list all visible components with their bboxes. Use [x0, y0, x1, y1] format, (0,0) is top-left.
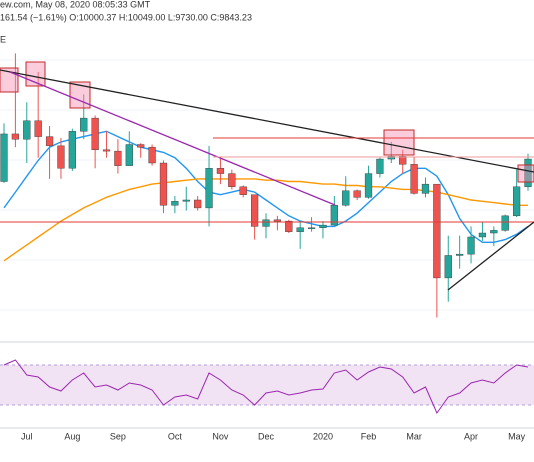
candle-body — [399, 156, 407, 165]
candle-body — [273, 219, 282, 222]
candle-body — [159, 162, 168, 206]
candle-body — [478, 232, 487, 238]
candle-body — [34, 120, 42, 137]
candle-body — [114, 150, 122, 166]
candle-body — [182, 199, 190, 202]
candle-body — [307, 227, 316, 229]
candle-body — [387, 156, 395, 160]
trend-line — [9, 71, 336, 206]
candle-body — [228, 173, 236, 187]
candle-body — [319, 224, 327, 228]
candle-body — [102, 149, 111, 152]
candle-body — [125, 144, 133, 166]
candle-body — [57, 145, 65, 169]
trend-line — [447, 221, 534, 291]
trend-line — [0, 69, 534, 173]
candle-body — [421, 183, 430, 194]
candle-body — [376, 158, 384, 174]
candle-body — [148, 146, 156, 164]
candle-body — [239, 186, 247, 195]
quote: 161.54 (−1.61%) O:10000.37 H:10049.00 L:… — [0, 12, 252, 22]
candle-body — [11, 133, 20, 140]
x-tick-label: 2020 — [313, 431, 333, 441]
x-tick-label: Mar — [406, 431, 422, 441]
candle-body — [364, 173, 373, 198]
drawings — [0, 61, 534, 291]
candle-body — [353, 190, 361, 198]
zone-box — [517, 164, 534, 183]
x-tick-label: May — [508, 431, 526, 441]
candle-body — [171, 201, 179, 206]
candle-body — [68, 131, 76, 169]
candle-body — [205, 168, 213, 209]
x-tick-label: Apr — [464, 431, 478, 441]
zone-box — [69, 81, 91, 109]
candle-body — [410, 164, 418, 194]
x-tick-label: Jul — [21, 431, 33, 441]
candle-body — [512, 186, 521, 217]
candle-body — [456, 253, 464, 256]
candle-body — [91, 117, 99, 150]
candle-body — [23, 120, 31, 140]
candle-body — [296, 227, 304, 232]
rsi-line — [3, 359, 529, 415]
candle-body — [444, 255, 452, 279]
candle-body — [433, 183, 441, 279]
x-tick-label: Aug — [64, 431, 80, 441]
pane-label: E — [0, 34, 6, 44]
x-tick-label: Sep — [110, 431, 126, 441]
moving-average — [3, 130, 529, 243]
x-tick-label: Feb — [361, 431, 377, 441]
x-tick-label: Nov — [212, 431, 229, 441]
grid — [0, 59, 534, 311]
candle-body — [467, 236, 475, 255]
series: Jul Aug Sep Oct Nov Dec 2020 Feb Mar Apr May — [0, 53, 534, 441]
candle-body — [250, 194, 259, 227]
zone-box — [383, 129, 415, 156]
candle-body — [524, 158, 532, 187]
header: ew.com, May 08, 2020 08:05:33 GMT — [0, 0, 151, 9]
candle-body — [262, 219, 270, 227]
candle-body — [0, 133, 8, 182]
candle-body — [216, 168, 225, 174]
candle-body — [137, 144, 145, 148]
candle-body — [45, 136, 54, 147]
candle-body — [342, 190, 350, 206]
rsi-band — [0, 365, 534, 405]
x-tick-label: Oct — [168, 431, 183, 441]
candle-body — [501, 215, 509, 231]
candle-body — [285, 220, 293, 232]
candle-body — [80, 117, 88, 132]
x-tick-label: Dec — [258, 431, 275, 441]
candle-body — [490, 230, 498, 234]
moving-average — [3, 178, 528, 262]
candle-body — [194, 199, 202, 209]
